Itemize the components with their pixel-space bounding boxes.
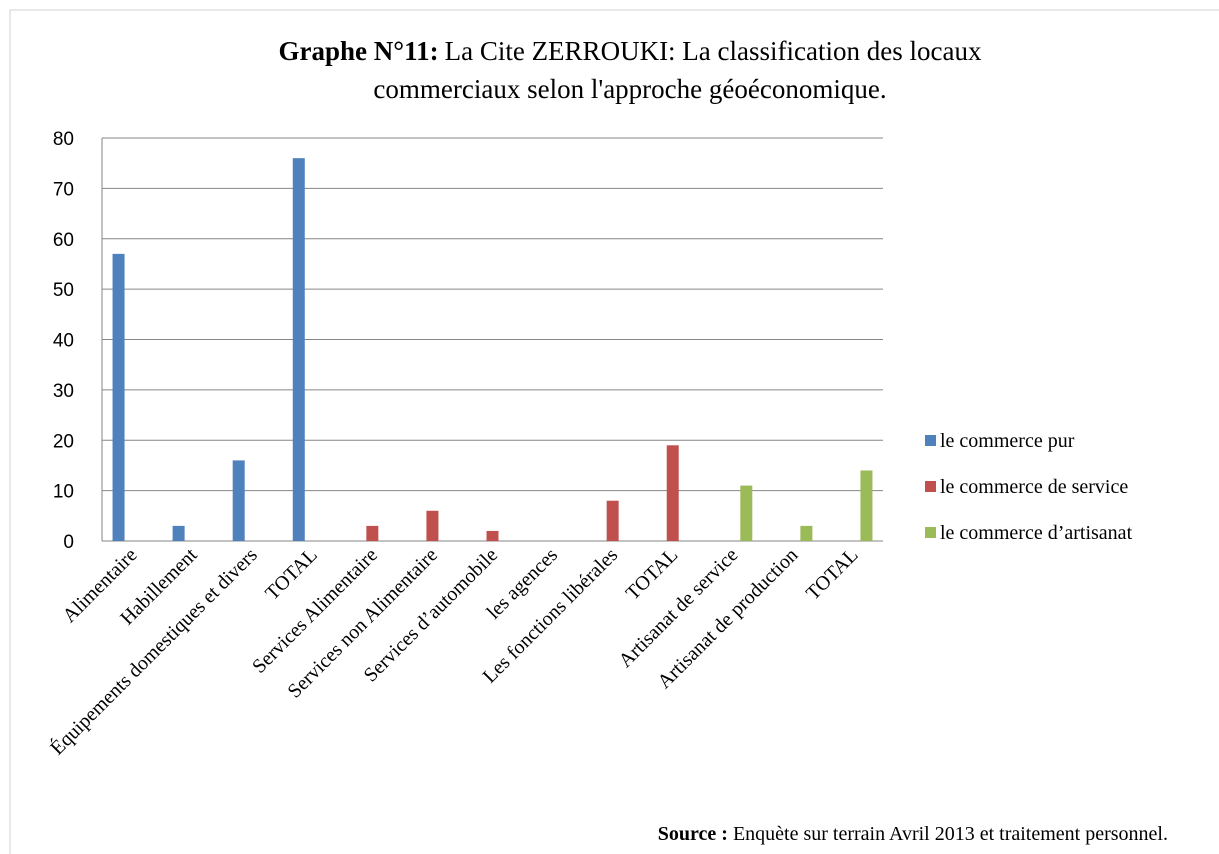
- y-tick-label: 60: [53, 230, 74, 251]
- bar: [860, 470, 873, 541]
- bar: [606, 500, 619, 541]
- y-tick-label: 70: [53, 179, 74, 200]
- x-tick-label: TOTAL: [261, 544, 322, 605]
- y-tick-label: 40: [53, 331, 74, 352]
- bar: [486, 530, 499, 541]
- y-tick-label: 20: [53, 431, 74, 452]
- legend-label: le commerce pur: [940, 430, 1075, 452]
- bar: [666, 445, 679, 541]
- bar: [232, 460, 245, 541]
- bar: [800, 525, 813, 541]
- source: Source : Enquète sur terrain Avril 2013 e…: [658, 823, 1168, 845]
- source-text: Enquète sur terrain Avril 2013 et traite…: [733, 823, 1168, 845]
- chart-title: commerciaux selon l'approche géoéconomiq…: [373, 74, 886, 104]
- y-tick-label: 10: [53, 482, 74, 503]
- source-label: Source :: [658, 823, 728, 845]
- legend-label: le commerce d’artisanat: [940, 522, 1133, 544]
- y-tick-label: 80: [53, 129, 74, 150]
- title-label: Graphe N°11:: [279, 36, 439, 66]
- y-tick-label: 0: [63, 532, 74, 553]
- title-line: La Cite ZERROUKI: La classification des …: [445, 36, 982, 66]
- legend-label: le commerce de service: [940, 476, 1128, 498]
- bar: [112, 253, 125, 542]
- x-tick-label: TOTAL: [802, 544, 863, 605]
- y-tick-label: 30: [53, 381, 74, 402]
- bar: [426, 510, 439, 541]
- bar: [366, 525, 379, 541]
- y-tick-label: 50: [53, 280, 74, 301]
- frame: [9, 9, 1219, 854]
- bar: [172, 525, 185, 541]
- bar: [292, 158, 305, 541]
- legend-swatch: [925, 435, 936, 446]
- legend-swatch: [925, 481, 936, 492]
- legend-swatch: [925, 527, 936, 538]
- bar: [740, 485, 753, 541]
- x-tick-label: TOTAL: [622, 544, 683, 605]
- chart-title: Graphe N°11: La Cite ZERROUKI: La classif…: [279, 36, 982, 66]
